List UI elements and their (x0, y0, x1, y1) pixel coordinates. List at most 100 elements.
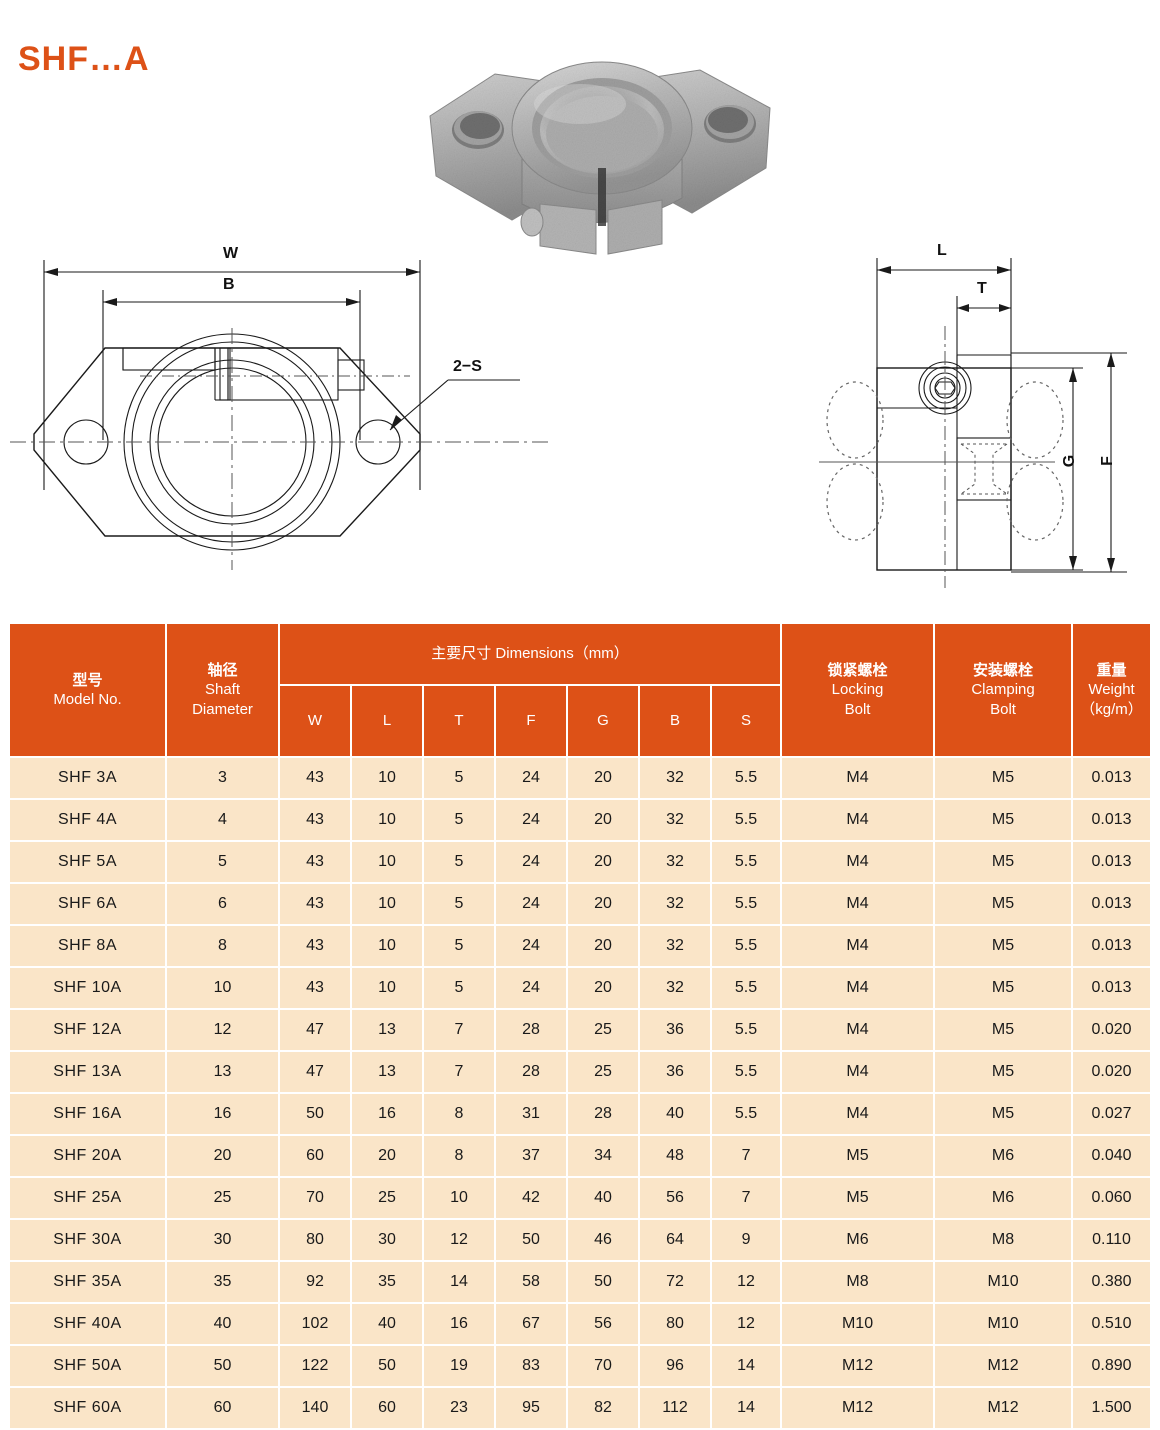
cell-l: 25 (350, 1176, 424, 1220)
cell-g: 28 (566, 1092, 640, 1136)
header-dim-l: L (350, 684, 424, 758)
header-locking-en-2: Bolt (844, 700, 871, 718)
cell-shaft: 6 (165, 882, 280, 926)
cell-weight: 0.020 (1071, 1008, 1153, 1052)
cell-f: 37 (494, 1134, 568, 1178)
cell-l: 30 (350, 1218, 424, 1262)
cell-g: 20 (566, 756, 640, 800)
cell-l: 10 (350, 798, 424, 842)
cell-w: 43 (278, 924, 352, 968)
cell-g: 46 (566, 1218, 640, 1262)
cell-g: 20 (566, 840, 640, 884)
cell-weight: 0.013 (1071, 924, 1153, 968)
header-clamping-bolt: 安装螺栓 Clamping Bolt (933, 622, 1074, 758)
cell-l: 10 (350, 966, 424, 1010)
cell-f: 42 (494, 1176, 568, 1220)
cell-l: 40 (350, 1302, 424, 1346)
cell-g: 40 (566, 1176, 640, 1220)
header-dim-g: G (566, 684, 640, 758)
table-row: SHF 35A 35 92 35 14 58 50 72 12 M8 M10 0.380 (8, 1260, 1153, 1304)
cell-t: 7 (422, 1050, 496, 1094)
table-row: SHF 10A 10 43 10 5 24 20 32 5.5 M4 M5 0.013 (8, 966, 1153, 1010)
header-clamping-en-2: Bolt (990, 700, 1016, 718)
header-dim-s: S (709, 684, 783, 758)
cell-f: 95 (494, 1386, 568, 1430)
cell-shaft: 30 (165, 1218, 280, 1262)
header-clamping-en-1: Clamping (971, 681, 1035, 699)
header-locking-bolt: 锁紧螺栓 Locking Bolt (780, 622, 936, 758)
table-row: SHF 40A 40 102 40 16 67 56 80 12 M10 M10 0.510 (8, 1302, 1153, 1346)
cell-g: 20 (566, 798, 640, 842)
cell-t: 5 (422, 882, 496, 926)
cell-weight: 0.380 (1071, 1260, 1153, 1304)
cell-locking: M10 (780, 1302, 936, 1346)
cell-clamping: M5 (933, 798, 1074, 842)
cell-locking: M8 (780, 1260, 936, 1304)
cell-f: 24 (494, 756, 568, 800)
cell-w: 43 (278, 756, 352, 800)
table-row: SHF 50A 50 122 50 19 83 70 96 14 M12 M12 0.890 (8, 1344, 1153, 1388)
cell-clamping: M5 (933, 1008, 1074, 1052)
cell-locking: M5 (780, 1176, 936, 1220)
cell-shaft: 13 (165, 1050, 280, 1094)
cell-locking: M4 (780, 924, 936, 968)
cell-w: 70 (278, 1176, 352, 1220)
cell-b: 32 (638, 798, 712, 842)
cell-clamping: M10 (933, 1260, 1074, 1304)
cell-model: SHF 5A (8, 840, 167, 884)
cell-clamping: M5 (933, 924, 1074, 968)
cell-b: 32 (638, 882, 712, 926)
cell-f: 67 (494, 1302, 568, 1346)
cell-clamping: M5 (933, 840, 1074, 884)
side-view-drawing: L T G F (815, 240, 1155, 610)
cell-g: 20 (566, 882, 640, 926)
cell-shaft: 12 (165, 1008, 280, 1052)
cell-weight: 0.040 (1071, 1134, 1153, 1178)
table-row: SHF 16A 16 50 16 8 31 28 40 5.5 M4 M5 0.027 (8, 1092, 1153, 1136)
header-shaft-en-1: Shaft (204, 681, 241, 699)
header-shaft-diameter: 轴径 Shaft Diameter (165, 622, 280, 758)
header-dim-f: F (494, 684, 568, 758)
cell-shaft: 8 (165, 924, 280, 968)
cell-l: 60 (350, 1386, 424, 1430)
cell-f: 28 (494, 1050, 568, 1094)
cell-shaft: 25 (165, 1176, 280, 1220)
cell-l: 50 (350, 1344, 424, 1388)
cell-w: 50 (278, 1092, 352, 1136)
cell-s: 5.5 (709, 924, 783, 968)
cell-s: 5.5 (709, 882, 783, 926)
cell-model: SHF 12A (8, 1008, 167, 1052)
cell-g: 20 (566, 924, 640, 968)
cell-s: 12 (709, 1260, 783, 1304)
cell-model: SHF 30A (8, 1218, 167, 1262)
table-row: SHF 4A 4 43 10 5 24 20 32 5.5 M4 M5 0.013 (8, 798, 1153, 842)
cell-shaft: 20 (165, 1134, 280, 1178)
cell-clamping: M10 (933, 1302, 1074, 1346)
header-locking-en-1: Locking (831, 681, 884, 699)
cell-s: 5.5 (709, 798, 783, 842)
dim-label-g: G (1061, 454, 1079, 468)
cell-l: 10 (350, 924, 424, 968)
cell-shaft: 10 (165, 966, 280, 1010)
cell-b: 48 (638, 1134, 712, 1178)
cell-f: 24 (494, 882, 568, 926)
header-dim-t: T (422, 684, 496, 758)
cell-locking: M5 (780, 1134, 936, 1178)
cell-l: 13 (350, 1008, 424, 1052)
dim-label-2s: 2−S (453, 358, 482, 375)
cell-b: 32 (638, 756, 712, 800)
cell-s: 14 (709, 1386, 783, 1430)
cell-clamping: M5 (933, 756, 1074, 800)
cell-shaft: 50 (165, 1344, 280, 1388)
cell-weight: 0.013 (1071, 840, 1153, 884)
header-model-cn: 型号 (72, 671, 103, 689)
cell-t: 5 (422, 924, 496, 968)
cell-clamping: M12 (933, 1386, 1074, 1430)
specification-table: 型号 Model No. 轴径 Shaft Diameter 主要尺寸 Dime… (8, 622, 1153, 1430)
cell-locking: M4 (780, 1092, 936, 1136)
header-clamping-cn: 安装螺栓 (973, 662, 1034, 680)
cell-locking: M12 (780, 1386, 936, 1430)
cell-w: 47 (278, 1008, 352, 1052)
cell-model: SHF 40A (8, 1302, 167, 1346)
